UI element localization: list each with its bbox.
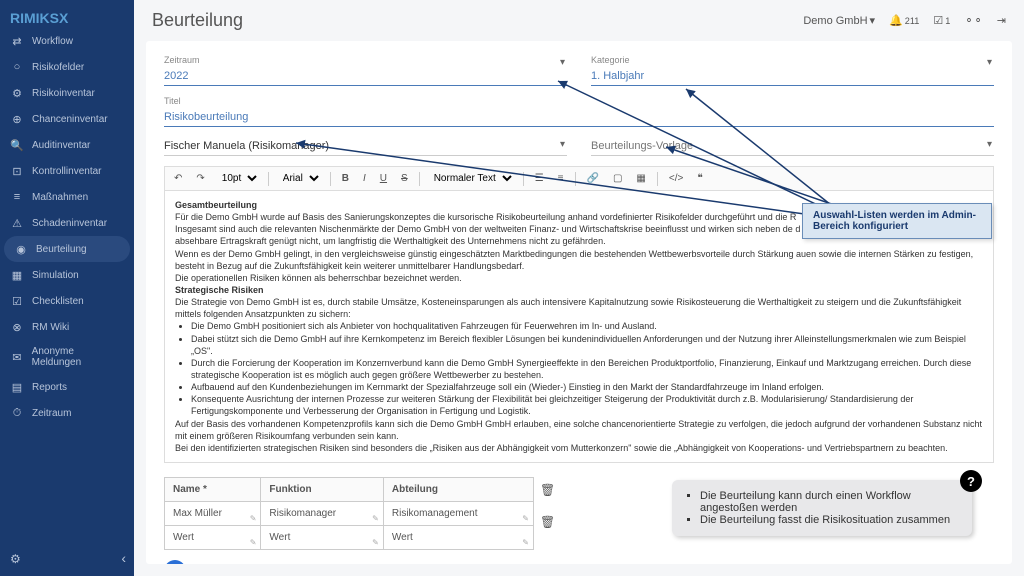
nav-icon: ▦ (10, 268, 24, 282)
ol-icon[interactable]: ≡ (555, 172, 567, 185)
undo-icon[interactable]: ↶ (171, 172, 185, 185)
sidebar-item-schadeninventar[interactable]: ⚠Schadeninventar (0, 210, 134, 236)
brand-logo: RIMIKSX (0, 4, 134, 28)
edit-icon[interactable]: ✎ (522, 514, 529, 523)
col-name: Name * (165, 477, 261, 501)
bold-icon[interactable]: B (339, 172, 352, 185)
nav-icon: ○ (10, 60, 24, 74)
strike-icon[interactable]: S (398, 172, 411, 185)
sidebar-item-rm-wiki[interactable]: ⊗RM Wiki (0, 314, 134, 340)
col-funktion: Funktion (261, 477, 383, 501)
col-abteilung: Abteilung (383, 477, 533, 501)
nav-icon: ▤ (10, 380, 24, 394)
sidebar-item-kontrollinventar[interactable]: ⊡Kontrollinventar (0, 158, 134, 184)
settings-icon[interactable]: ⚙ (10, 552, 21, 566)
nav-icon: ≡ (10, 190, 24, 204)
italic-icon[interactable]: I (360, 172, 369, 185)
titel-input[interactable] (164, 108, 994, 127)
nav-icon: ✉ (10, 350, 24, 364)
network-icon[interactable]: ⚬⚬ (964, 14, 982, 27)
sidebar-item-maßnahmen[interactable]: ≡Maßnahmen (0, 184, 134, 210)
sidebar-item-workflow[interactable]: ⇄Workflow (0, 28, 134, 54)
nav-icon: ⚠ (10, 216, 24, 230)
table-row: Max Müller✎ Risikomanager✎ Risikomanagem… (165, 501, 534, 525)
help-icon[interactable]: ? (960, 470, 982, 492)
nav-icon: ⊗ (10, 320, 24, 334)
delete-row-icon[interactable]: 🗑 (540, 515, 555, 529)
people-table: Name * Funktion Abteilung Max Müller✎ Ri… (164, 477, 534, 550)
code-icon[interactable]: </> (666, 172, 686, 185)
nav-icon: ⏱ (10, 406, 24, 420)
edit-icon[interactable]: ✎ (372, 514, 379, 523)
zeitraum-label: Zeitraum (164, 55, 567, 65)
sidebar-item-beurteilung[interactable]: ◉Beurteilung (4, 236, 130, 262)
collapse-icon[interactable]: ‹ (121, 550, 126, 566)
sidebar-item-anonyme-meldungen[interactable]: ✉Anonyme Meldungen (0, 340, 134, 374)
page-title: Beurteilung (152, 10, 243, 31)
sidebar-item-zeitraum[interactable]: ⏱Zeitraum (0, 400, 134, 426)
owner-select[interactable] (164, 137, 567, 156)
sidebar-item-risikoinventar[interactable]: ⚙Risikoinventar (0, 80, 134, 106)
quote-icon[interactable]: ❝ (694, 172, 705, 185)
bell-icon[interactable]: 🔔211 (889, 14, 919, 27)
edit-icon[interactable]: ✎ (250, 538, 257, 547)
editor-toolbar: ↶ ↷ 10pt Arial B I U S Normaler Text ☰ ≡… (164, 166, 994, 191)
table-icon[interactable]: ▦ (633, 172, 648, 185)
tasks-icon[interactable]: ☑1 (933, 14, 950, 27)
add-button[interactable]: + (164, 560, 186, 564)
redo-icon[interactable]: ↷ (193, 172, 207, 185)
sidebar-item-reports[interactable]: ▤Reports (0, 374, 134, 400)
logout-icon[interactable]: ⇥ (997, 14, 1006, 27)
format-select[interactable]: Normaler Text (428, 171, 515, 186)
link-icon[interactable]: 🔗 (584, 172, 602, 185)
font-select[interactable]: Arial (277, 171, 322, 186)
nav-icon: 🔍 (10, 138, 24, 152)
hint-box: ? Die Beurteilung kann durch einen Workf… (672, 480, 972, 536)
sidebar-item-chanceninventar[interactable]: ⊕Chanceninventar (0, 106, 134, 132)
sidebar-nav: ⇄Workflow○Risikofelder⚙Risikoinventar⊕Ch… (0, 28, 134, 576)
zeitraum-select[interactable] (164, 67, 567, 86)
kategorie-select[interactable] (591, 67, 994, 86)
topbar: Beurteilung Demo GmbH ▾ 🔔211 ☑1 ⚬⚬ ⇥ (134, 0, 1024, 41)
content-area: Zeitraum Kategorie Titel (146, 41, 1012, 564)
nav-icon: ☑ (10, 294, 24, 308)
nav-icon: ⊕ (10, 112, 24, 126)
sidebar: RIMIKSX ⇄Workflow○Risikofelder⚙Risikoinv… (0, 0, 134, 576)
edit-icon[interactable]: ✎ (250, 514, 257, 523)
nav-icon: ⚙ (10, 86, 24, 100)
ul-icon[interactable]: ☰ (532, 172, 547, 185)
table-row: Wert✎ Wert✎ Wert✎ (165, 525, 534, 549)
company-selector[interactable]: Demo GmbH ▾ (803, 14, 875, 27)
sidebar-item-auditinventar[interactable]: 🔍Auditinventar (0, 132, 134, 158)
nav-icon: ⇄ (10, 34, 24, 48)
kategorie-label: Kategorie (591, 55, 994, 65)
sidebar-item-risikofelder[interactable]: ○Risikofelder (0, 54, 134, 80)
underline-icon[interactable]: U (377, 172, 390, 185)
admin-callout: Auswahl-Listen werden im Admin-Bereich k… (802, 203, 992, 239)
sidebar-item-checklisten[interactable]: ☑Checklisten (0, 288, 134, 314)
image-icon[interactable]: ▢ (610, 172, 625, 185)
delete-row-icon[interactable]: 🗑 (540, 483, 555, 497)
nav-icon: ◉ (14, 242, 28, 256)
vorlage-select[interactable] (591, 137, 994, 156)
edit-icon[interactable]: ✎ (372, 538, 379, 547)
edit-icon[interactable]: ✎ (522, 538, 529, 547)
fontsize-select[interactable]: 10pt (216, 171, 260, 186)
sidebar-item-simulation[interactable]: ▦Simulation (0, 262, 134, 288)
titel-label: Titel (164, 96, 994, 106)
nav-icon: ⊡ (10, 164, 24, 178)
